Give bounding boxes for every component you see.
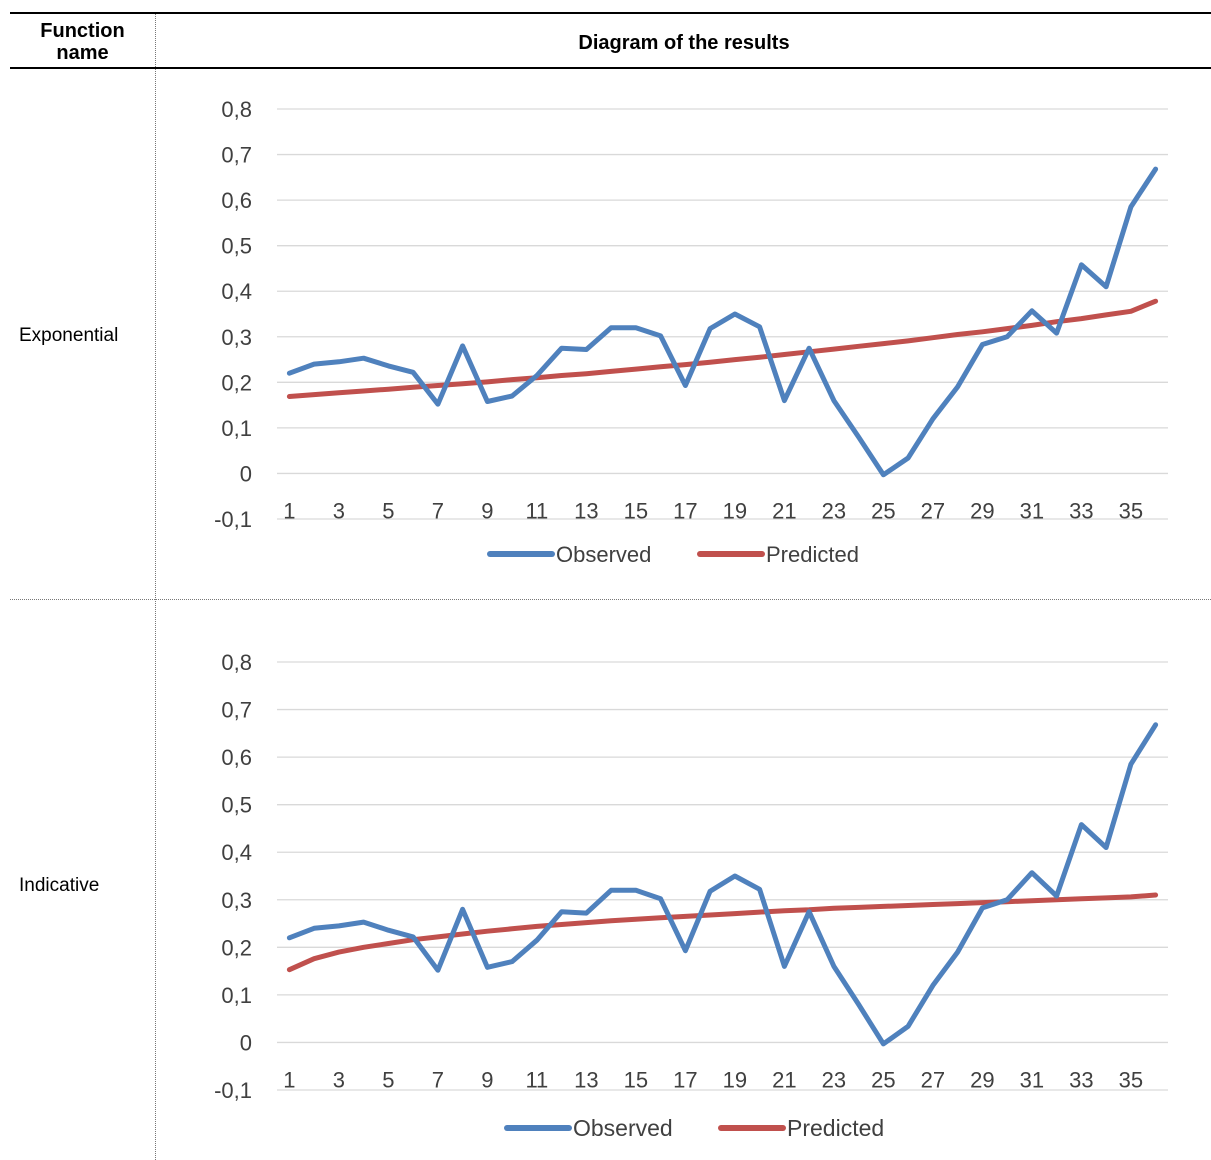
ind-x-tick-label: 23 — [822, 1067, 846, 1092]
exp-y-tick-label: 0,6 — [221, 188, 252, 213]
exp-series-line-predicted — [286, 298, 1159, 399]
exp-x-tick-label: 33 — [1069, 498, 1093, 523]
ind-series-line-predicted — [286, 892, 1159, 973]
ind-x-tick-label: 27 — [921, 1067, 945, 1092]
ind-y-tick-label: 0,4 — [221, 840, 252, 865]
exp-x-tick-label: 1 — [283, 498, 295, 523]
exp-x-tick-label: 17 — [673, 498, 697, 523]
row-label-exponential: Exponential — [19, 325, 119, 346]
ind-x-tick-label: 3 — [333, 1067, 345, 1092]
exp-x-tick-label: 29 — [970, 498, 994, 523]
exp-x-tick-label: 23 — [822, 498, 846, 523]
exp-y-tick-label: 0,8 — [221, 97, 252, 122]
exp-x-tick-label: 19 — [723, 498, 747, 523]
exp-y-tick-label: 0 — [240, 461, 252, 486]
exp-x-tick-label: 15 — [624, 498, 648, 523]
ind-series-line-observed — [286, 722, 1159, 1047]
exp-x-tick-label: 7 — [432, 498, 444, 523]
ind-y-tick-label: -0,1 — [214, 1078, 252, 1103]
ind-y-tick-label: 0 — [240, 1030, 252, 1055]
exp-x-tick-label: 5 — [382, 498, 394, 523]
ind-y-tick-label: 0,1 — [221, 983, 252, 1008]
exp-y-tick-label: 0,2 — [221, 370, 252, 395]
ind-legend-label-observed: Observed — [573, 1115, 673, 1141]
ind-y-tick-label: 0,3 — [221, 888, 252, 913]
ind-x-tick-label: 11 — [525, 1067, 548, 1092]
ind-y-tick-label: 0,8 — [221, 650, 252, 675]
exp-y-tick-label: 0,7 — [221, 143, 252, 168]
exp-x-tick-label: 35 — [1119, 498, 1143, 523]
exp-x-tick-label: 31 — [1020, 498, 1044, 523]
exp-y-tick-label: 0,5 — [221, 234, 252, 259]
exp-legend-label-predicted: Predicted — [766, 542, 859, 567]
exp-y-tick-label: 0,1 — [221, 416, 252, 441]
exp-y-tick-label: 0,3 — [221, 325, 252, 350]
ind-x-tick-label: 5 — [382, 1067, 394, 1092]
row-divider — [10, 599, 1211, 600]
ind-x-tick-label: 25 — [871, 1067, 895, 1092]
ind-y-tick-label: 0,6 — [221, 745, 252, 770]
ind-x-tick-label: 13 — [574, 1067, 598, 1092]
body-column-divider — [155, 69, 156, 1160]
ind-x-tick-label: 15 — [624, 1067, 648, 1092]
exp-x-tick-label: 21 — [772, 498, 796, 523]
ind-y-tick-label: 0,7 — [221, 698, 252, 723]
exp-x-tick-label: 13 — [574, 498, 598, 523]
exp-legend-label-observed: Observed — [556, 542, 651, 567]
exp-y-tick-label: 0,4 — [221, 279, 252, 304]
ind-x-tick-label: 21 — [772, 1067, 796, 1092]
ind-x-tick-label: 35 — [1119, 1067, 1143, 1092]
row-label-indicative: Indicative — [19, 875, 100, 896]
ind-x-tick-label: 1 — [283, 1067, 295, 1092]
function-name-header: Function name — [40, 20, 125, 64]
ind-x-tick-label: 19 — [723, 1067, 747, 1092]
header-column-divider — [155, 14, 156, 67]
table-top-rule — [10, 12, 1211, 14]
exp-x-tick-label: 25 — [871, 498, 895, 523]
ind-legend-label-predicted: Predicted — [787, 1115, 884, 1141]
exp-x-tick-label: 3 — [333, 498, 345, 523]
exp-series-line-observed — [286, 166, 1159, 478]
ind-x-tick-label: 9 — [481, 1067, 493, 1092]
ind-x-tick-label: 7 — [432, 1067, 444, 1092]
diagram-header: Diagram of the results — [578, 32, 790, 54]
ind-x-tick-label: 31 — [1020, 1067, 1044, 1092]
exp-x-tick-label: 11 — [525, 498, 548, 523]
ind-x-tick-label: 17 — [673, 1067, 697, 1092]
ind-y-tick-label: 0,2 — [221, 935, 252, 960]
table-header-rule — [10, 67, 1211, 69]
ind-x-tick-label: 33 — [1069, 1067, 1093, 1092]
exp-x-tick-label: 9 — [481, 498, 493, 523]
exp-x-tick-label: 27 — [921, 498, 945, 523]
ind-y-tick-label: 0,5 — [221, 793, 252, 818]
exponential-chart: -0,100,10,20,30,40,50,60,70,81 3 5 7 9 11 13 15… — [214, 97, 1168, 567]
exp-y-tick-label: -0,1 — [214, 507, 252, 532]
indicative-chart: -0,100,10,20,30,40,50,60,70,81 3 5 7 9 11 13 15… — [214, 650, 1168, 1141]
ind-x-tick-label: 29 — [970, 1067, 994, 1092]
